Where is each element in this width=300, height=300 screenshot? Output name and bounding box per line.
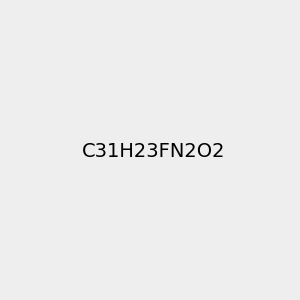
Text: C31H23FN2O2: C31H23FN2O2	[82, 142, 226, 161]
